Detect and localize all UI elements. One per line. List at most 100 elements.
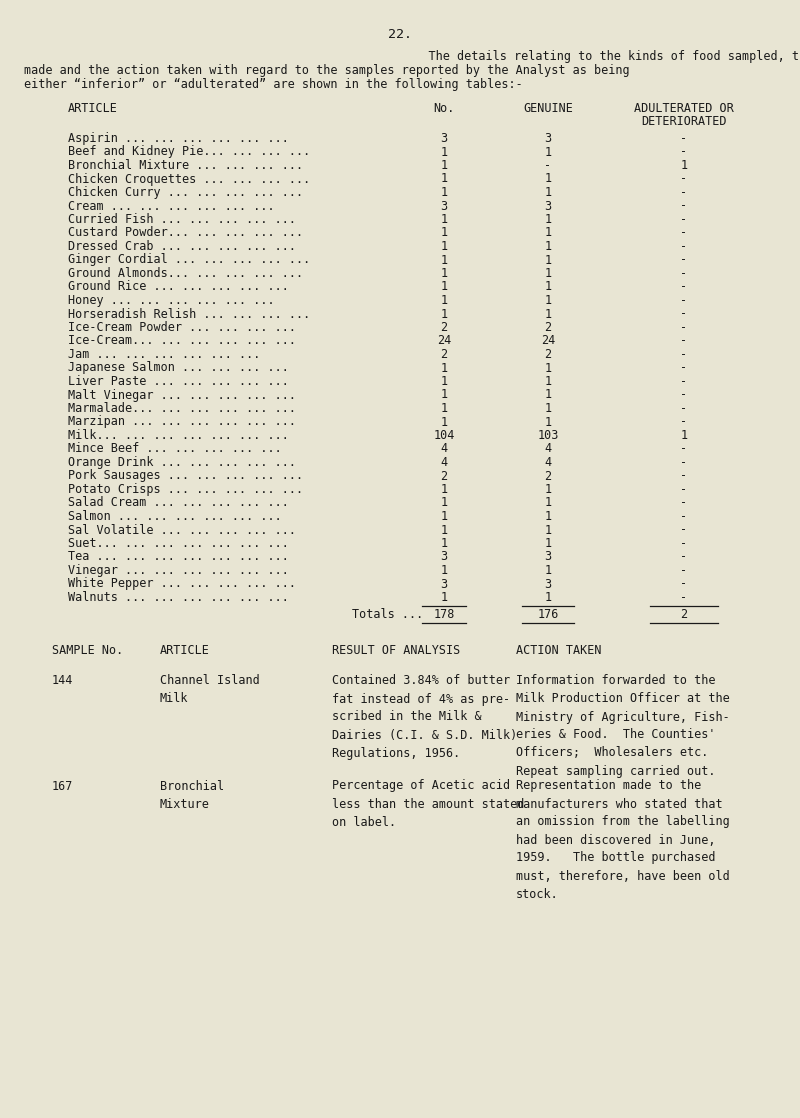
Text: 1: 1 (441, 537, 447, 550)
Text: 3: 3 (441, 578, 447, 590)
Text: Orange Drink ... ... ... ... ...: Orange Drink ... ... ... ... ... (68, 456, 296, 468)
Text: 2: 2 (441, 348, 447, 361)
Text: Ground Almonds... ... ... ... ...: Ground Almonds... ... ... ... ... (68, 267, 303, 280)
Text: 3: 3 (545, 578, 551, 590)
Text: 1: 1 (441, 294, 447, 307)
Text: 144: 144 (52, 674, 74, 688)
Text: 178: 178 (434, 608, 454, 622)
Text: -: - (681, 537, 687, 550)
Text: Pork Sausages ... ... ... ... ...: Pork Sausages ... ... ... ... ... (68, 470, 303, 483)
Text: -: - (681, 456, 687, 468)
Text: 1: 1 (441, 267, 447, 280)
Text: 1: 1 (545, 254, 551, 266)
Text: 1: 1 (545, 483, 551, 496)
Text: 1: 1 (441, 523, 447, 537)
Text: 1: 1 (441, 591, 447, 604)
Text: -: - (681, 578, 687, 590)
Text: 3: 3 (441, 199, 447, 212)
Text: 4: 4 (441, 443, 447, 455)
Text: Mince Beef ... ... ... ... ...: Mince Beef ... ... ... ... ... (68, 443, 282, 455)
Text: -: - (681, 214, 687, 226)
Text: 1: 1 (545, 375, 551, 388)
Text: -: - (681, 132, 687, 145)
Text: GENUINE: GENUINE (523, 102, 573, 115)
Text: Sal Volatile ... ... ... ... ...: Sal Volatile ... ... ... ... ... (68, 523, 296, 537)
Text: 104: 104 (434, 429, 454, 442)
Text: 1: 1 (441, 510, 447, 523)
Text: Potato Crisps ... ... ... ... ...: Potato Crisps ... ... ... ... ... (68, 483, 303, 496)
Text: 4: 4 (545, 456, 551, 468)
Text: No.: No. (434, 102, 454, 115)
Text: -: - (681, 375, 687, 388)
Text: Percentage of Acetic acid
less than the amount stated
on label.: Percentage of Acetic acid less than the … (332, 779, 524, 828)
Text: SAMPLE No.: SAMPLE No. (52, 644, 123, 657)
Text: Malt Vinegar ... ... ... ... ...: Malt Vinegar ... ... ... ... ... (68, 388, 296, 401)
Text: -: - (681, 334, 687, 348)
Text: 1: 1 (441, 214, 447, 226)
Text: 22.: 22. (388, 28, 412, 41)
Text: 1: 1 (545, 281, 551, 294)
Text: 1: 1 (545, 172, 551, 186)
Text: Aspirin ... ... ... ... ... ...: Aspirin ... ... ... ... ... ... (68, 132, 289, 145)
Text: 2: 2 (441, 470, 447, 483)
Text: -: - (545, 159, 551, 172)
Text: -: - (681, 591, 687, 604)
Text: Ginger Cordial ... ... ... ... ...: Ginger Cordial ... ... ... ... ... (68, 254, 310, 266)
Text: -: - (681, 281, 687, 294)
Text: Salad Cream ... ... ... ... ...: Salad Cream ... ... ... ... ... (68, 496, 289, 510)
Text: 1: 1 (545, 496, 551, 510)
Text: 1: 1 (545, 402, 551, 415)
Text: -: - (681, 267, 687, 280)
Text: ARTICLE: ARTICLE (160, 644, 210, 657)
Text: 1: 1 (545, 186, 551, 199)
Text: 1: 1 (545, 267, 551, 280)
Text: -: - (681, 199, 687, 212)
Text: Totals ...: Totals ... (352, 608, 423, 622)
Text: Channel Island
Milk: Channel Island Milk (160, 674, 260, 705)
Text: Marmalade... ... ... ... ... ...: Marmalade... ... ... ... ... ... (68, 402, 296, 415)
Text: 1: 1 (545, 537, 551, 550)
Text: Chicken Croquettes ... ... ... ...: Chicken Croquettes ... ... ... ... (68, 172, 310, 186)
Text: 4: 4 (545, 443, 551, 455)
Text: 3: 3 (545, 132, 551, 145)
Text: 1: 1 (441, 496, 447, 510)
Text: 1: 1 (441, 402, 447, 415)
Text: Honey ... ... ... ... ... ...: Honey ... ... ... ... ... ... (68, 294, 274, 307)
Text: -: - (681, 321, 687, 334)
Text: 3: 3 (441, 550, 447, 563)
Text: Cream ... ... ... ... ... ...: Cream ... ... ... ... ... ... (68, 199, 274, 212)
Text: -: - (681, 402, 687, 415)
Text: 1: 1 (441, 281, 447, 294)
Text: 3: 3 (441, 132, 447, 145)
Text: -: - (681, 496, 687, 510)
Text: 1: 1 (545, 591, 551, 604)
Text: Japanese Salmon ... ... ... ...: Japanese Salmon ... ... ... ... (68, 361, 289, 375)
Text: -: - (681, 227, 687, 239)
Text: Contained 3.84% of butter
fat instead of 4% as pre-
scribed in the Milk &
Dairie: Contained 3.84% of butter fat instead of… (332, 674, 518, 759)
Text: Jam ... ... ... ... ... ...: Jam ... ... ... ... ... ... (68, 348, 260, 361)
Text: -: - (681, 563, 687, 577)
Text: -: - (681, 523, 687, 537)
Text: -: - (681, 172, 687, 186)
Text: either “inferior” or “adulterated” are shown in the following tables:-: either “inferior” or “adulterated” are s… (24, 78, 522, 91)
Text: The details relating to the kinds of food sampled, the results of the analyses: The details relating to the kinds of foo… (400, 50, 800, 63)
Text: -: - (681, 186, 687, 199)
Text: 1: 1 (545, 523, 551, 537)
Text: Horseradish Relish ... ... ... ...: Horseradish Relish ... ... ... ... (68, 307, 310, 321)
Text: Ice-Cream... ... ... ... ... ...: Ice-Cream... ... ... ... ... ... (68, 334, 296, 348)
Text: -: - (681, 294, 687, 307)
Text: Ice-Cream Powder ... ... ... ...: Ice-Cream Powder ... ... ... ... (68, 321, 296, 334)
Text: ACTION TAKEN: ACTION TAKEN (516, 644, 602, 657)
Text: Milk... ... ... ... ... ... ...: Milk... ... ... ... ... ... ... (68, 429, 289, 442)
Text: -: - (681, 240, 687, 253)
Text: 1: 1 (545, 510, 551, 523)
Text: 1: 1 (681, 159, 687, 172)
Text: -: - (681, 470, 687, 483)
Text: 1: 1 (441, 563, 447, 577)
Text: 1: 1 (441, 483, 447, 496)
Text: Curried Fish ... ... ... ... ...: Curried Fish ... ... ... ... ... (68, 214, 296, 226)
Text: 1: 1 (545, 563, 551, 577)
Text: 1: 1 (441, 145, 447, 159)
Text: 24: 24 (437, 334, 451, 348)
Text: 1: 1 (545, 214, 551, 226)
